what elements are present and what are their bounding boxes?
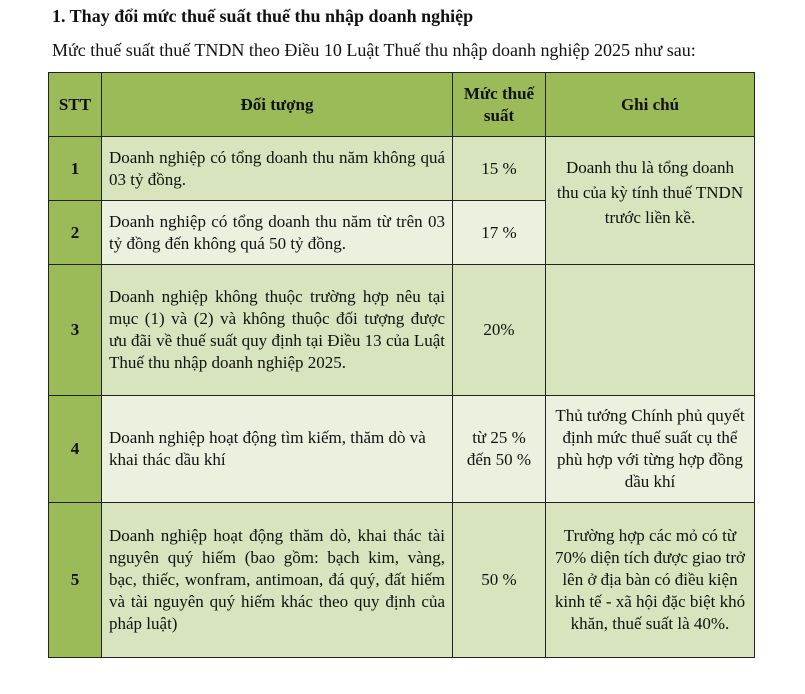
table-row: 5 Doanh nghiệp hoạt động thăm dò, khai t… — [48, 502, 755, 658]
header-stt: STT — [48, 72, 102, 137]
header-note: Ghi chú — [545, 72, 755, 137]
row-stt: 4 — [48, 395, 102, 503]
row-note: Doanh thu là tổng doanh thu của kỳ tính … — [545, 136, 755, 265]
row-stt: 3 — [48, 264, 102, 396]
section-heading: 1. Thay đổi mức thuế suất thuế thu nhập … — [52, 6, 474, 26]
row-subject: Doanh nghiệp có tổng doanh thu năm không… — [101, 136, 453, 201]
row-subject: Doanh nghiệp hoạt động thăm dò, khai thá… — [101, 502, 453, 658]
table-row: 1 Doanh nghiệp có tổng doanh thu năm khô… — [48, 136, 755, 265]
header-rate: Mức thuế suất — [452, 72, 546, 137]
table-row: 2 Doanh nghiệp có tổng doanh thu năm từ … — [48, 200, 755, 265]
row-stt: 5 — [48, 502, 102, 658]
row-rate: 17 % — [452, 200, 546, 265]
row-subject: Doanh nghiệp có tổng doanh thu năm từ tr… — [101, 200, 453, 265]
row-stt: 2 — [48, 200, 102, 265]
row-subject: Doanh nghiệp hoạt động tìm kiếm, thăm dò… — [101, 395, 453, 503]
row-note: Thủ tướng Chính phủ quyết định mức thuế … — [545, 395, 755, 503]
intro-paragraph: Mức thuế suất thuế TNDN theo Điều 10 Luậ… — [52, 40, 696, 60]
tax-rate-table: STT Đối tượng Mức thuế suất Ghi chú 1 Do… — [48, 72, 755, 658]
header-subject: Đối tượng — [101, 72, 453, 137]
row-rate: 15 % — [452, 136, 546, 201]
table-row: 3 Doanh nghiệp không thuộc trường hợp nê… — [48, 264, 755, 396]
row-rate: từ 25 % đến 50 % — [452, 395, 546, 503]
row-rate: 20% — [452, 264, 546, 396]
row-rate: 50 % — [452, 502, 546, 658]
table-row: 4 Doanh nghiệp hoạt động tìm kiếm, thăm … — [48, 395, 755, 503]
row-note — [545, 264, 755, 396]
row-subject: Doanh nghiệp không thuộc trường hợp nêu … — [101, 264, 453, 396]
row-stt: 1 — [48, 136, 102, 201]
row-note: Trường hợp các mỏ có từ 70% diện tích đư… — [545, 502, 755, 658]
table-header-row: STT Đối tượng Mức thuế suất Ghi chú — [48, 72, 755, 137]
